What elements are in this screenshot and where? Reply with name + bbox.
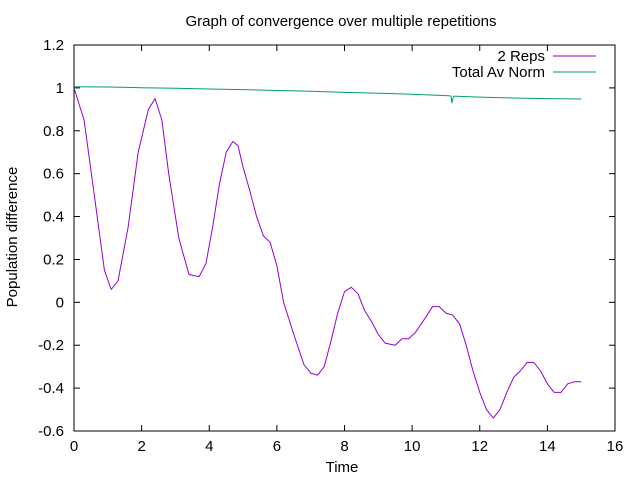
y-tick-label: 0.8	[43, 123, 64, 140]
y-tick-label: -0.6	[38, 423, 64, 440]
x-tick-label: 8	[340, 438, 348, 455]
x-axis-label: Time	[326, 459, 359, 476]
x-tick-label: 2	[137, 438, 145, 455]
x-tick-label: 16	[607, 438, 624, 455]
y-tick-label: 0	[56, 294, 64, 311]
y-tick-label: 0.2	[43, 251, 64, 268]
y-tick-label: 1	[56, 80, 64, 97]
x-tick-label: 12	[471, 438, 488, 455]
series-line-2	[73, 86, 582, 104]
y-axis-label: Population difference	[4, 167, 21, 308]
series	[73, 86, 582, 419]
ticks: 0 2 4 6 8 10 12 14 16 -0.6 -0.4 -0.2 0 0.2 0.4 0.6 0.8 1 1…	[38, 37, 623, 455]
x-tick-label: 0	[70, 438, 78, 455]
y-tick-label: 0.4	[43, 209, 64, 226]
legend-label: Total Av Norm	[452, 64, 545, 81]
legend-label: 2 Reps	[497, 48, 545, 65]
x-tick-label: 6	[273, 438, 281, 455]
x-tick-label: 4	[205, 438, 213, 455]
y-tick-label: 1.2	[43, 37, 64, 54]
series-line-1	[73, 87, 582, 419]
y-tick-label: -0.4	[38, 380, 64, 397]
axes	[73, 44, 616, 432]
x-tick-label: 10	[404, 438, 421, 455]
y-tick-label: 0.6	[43, 166, 64, 183]
chart-title: Graph of convergence over multiple repet…	[185, 13, 496, 30]
x-tick-label: 14	[539, 438, 556, 455]
plot-frame	[73, 44, 616, 432]
y-tick-label: -0.2	[38, 337, 64, 354]
